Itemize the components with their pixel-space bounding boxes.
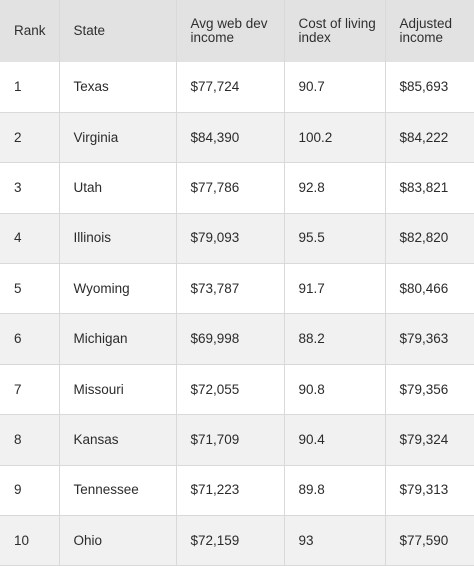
table-header: Rank State Avg web dev income Cost of li… — [0, 0, 474, 62]
table-row: 2 Virginia $84,390 100.2 $84,222 — [0, 112, 474, 164]
avg-income-cell: $72,055 — [176, 364, 285, 416]
cost-of-living-cell: 90.4 — [284, 414, 386, 466]
table-row: 3 Utah $77,786 92.8 $83,821 — [0, 162, 474, 214]
header-cost-of-living-index: Cost of living index — [284, 0, 386, 62]
state-cell: Virginia — [59, 112, 177, 164]
table-row: 10 Ohio $72,159 93 $77,590 — [0, 515, 474, 566]
state-cell: Ohio — [59, 515, 177, 566]
table-row: 5 Wyoming $73,787 91.7 $80,466 — [0, 263, 474, 315]
cost-of-living-cell: 90.7 — [284, 62, 386, 113]
adjusted-income-cell: $83,821 — [385, 162, 474, 214]
header-row: Rank State Avg web dev income Cost of li… — [0, 0, 474, 62]
avg-income-cell: $77,724 — [176, 62, 285, 113]
avg-income-cell: $79,093 — [176, 213, 285, 265]
rank-cell: 9 — [0, 465, 60, 517]
rank-cell: 1 — [0, 62, 60, 113]
rank-cell: 5 — [0, 263, 60, 315]
table-row: 9 Tennessee $71,223 89.8 $79,313 — [0, 465, 474, 517]
table-row: 4 Illinois $79,093 95.5 $82,820 — [0, 213, 474, 265]
state-cell: Illinois — [59, 213, 177, 265]
header-rank: Rank — [0, 0, 60, 62]
cost-of-living-cell: 100.2 — [284, 112, 386, 164]
state-cell: Michigan — [59, 313, 177, 365]
adjusted-income-cell: $79,324 — [385, 414, 474, 466]
adjusted-income-cell: $77,590 — [385, 515, 474, 566]
cost-of-living-cell: 88.2 — [284, 313, 386, 365]
adjusted-income-cell: $84,222 — [385, 112, 474, 164]
state-cell: Texas — [59, 62, 177, 113]
table-body: 1 Texas $77,724 90.7 $85,693 2 Virginia … — [0, 62, 474, 566]
table-row: 6 Michigan $69,998 88.2 $79,363 — [0, 313, 474, 365]
avg-income-cell: $72,159 — [176, 515, 285, 566]
state-cell: Tennessee — [59, 465, 177, 517]
rank-cell: 3 — [0, 162, 60, 214]
rank-cell: 2 — [0, 112, 60, 164]
avg-income-cell: $73,787 — [176, 263, 285, 315]
cost-of-living-cell: 90.8 — [284, 364, 386, 416]
adjusted-income-cell: $79,313 — [385, 465, 474, 517]
adjusted-income-cell: $82,820 — [385, 213, 474, 265]
table-row: 8 Kansas $71,709 90.4 $79,324 — [0, 414, 474, 466]
rank-cell: 4 — [0, 213, 60, 265]
cost-of-living-cell: 92.8 — [284, 162, 386, 214]
avg-income-cell: $84,390 — [176, 112, 285, 164]
state-cell: Kansas — [59, 414, 177, 466]
cost-of-living-cell: 91.7 — [284, 263, 386, 315]
state-cell: Wyoming — [59, 263, 177, 315]
adjusted-income-cell: $79,356 — [385, 364, 474, 416]
header-avg-web-dev-income: Avg web dev income — [176, 0, 285, 62]
rank-cell: 6 — [0, 313, 60, 365]
adjusted-income-cell: $79,363 — [385, 313, 474, 365]
avg-income-cell: $71,709 — [176, 414, 285, 466]
table-row: 7 Missouri $72,055 90.8 $79,356 — [0, 364, 474, 416]
state-cell: Missouri — [59, 364, 177, 416]
table-row: 1 Texas $77,724 90.7 $85,693 — [0, 62, 474, 113]
adjusted-income-cell: $80,466 — [385, 263, 474, 315]
header-state: State — [59, 0, 177, 62]
adjusted-income-cell: $85,693 — [385, 62, 474, 113]
avg-income-cell: $69,998 — [176, 313, 285, 365]
avg-income-cell: $77,786 — [176, 162, 285, 214]
rank-cell: 10 — [0, 515, 60, 566]
cost-of-living-cell: 93 — [284, 515, 386, 566]
rank-cell: 7 — [0, 364, 60, 416]
state-cell: Utah — [59, 162, 177, 214]
header-adjusted-income: Adjusted income — [385, 0, 474, 62]
rank-cell: 8 — [0, 414, 60, 466]
cost-of-living-cell: 89.8 — [284, 465, 386, 517]
avg-income-cell: $71,223 — [176, 465, 285, 517]
cost-of-living-cell: 95.5 — [284, 213, 386, 265]
